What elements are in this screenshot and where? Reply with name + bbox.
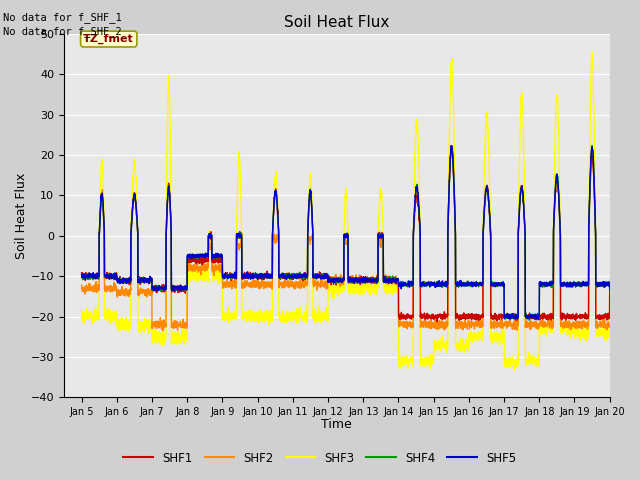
SHF2 (447, 144, 455, 149)
Line: SHF5: SHF5 (82, 146, 610, 319)
Text: No data for f_SHF_1: No data for f_SHF_1 (3, 12, 122, 23)
SHF1 (447, 143, 455, 149)
SHF2 (78, 282, 86, 288)
SHF3 (303, 313, 311, 319)
SHF2 (606, 321, 614, 327)
Line: SHF2: SHF2 (82, 146, 610, 331)
SHF2 (138, 289, 146, 295)
SHF3 (280, 314, 288, 320)
SHF4 (138, 277, 146, 283)
SHF4 (539, 281, 547, 287)
Line: SHF4: SHF4 (82, 145, 610, 320)
SHF5 (534, 316, 542, 322)
SHF5 (280, 274, 288, 279)
SHF1 (539, 313, 547, 319)
SHF3 (78, 307, 86, 313)
SHF1 (596, 312, 604, 318)
SHF5 (78, 272, 86, 278)
SHF4 (280, 273, 288, 279)
SHF3 (606, 291, 614, 297)
SHF3 (596, 333, 604, 338)
SHF3 (138, 324, 146, 330)
SHF4 (596, 280, 604, 286)
Text: No data for f_SHF_2: No data for f_SHF_2 (3, 26, 122, 37)
Legend: SHF1, SHF2, SHF3, SHF4, SHF5: SHF1, SHF2, SHF3, SHF4, SHF5 (119, 447, 521, 469)
X-axis label: Time: Time (321, 419, 352, 432)
SHF3 (170, 329, 177, 335)
SHF4 (606, 285, 614, 291)
SHF5 (303, 272, 311, 278)
SHF1 (303, 274, 311, 279)
SHF2 (280, 278, 288, 284)
SHF5 (606, 286, 614, 291)
SHF2 (539, 323, 547, 329)
Title: Soil Heat Flux: Soil Heat Flux (284, 15, 390, 30)
SHF1 (280, 273, 288, 279)
Line: SHF1: SHF1 (82, 146, 610, 322)
SHF1 (78, 270, 86, 276)
SHF2 (303, 278, 311, 284)
SHF3 (589, 50, 596, 56)
SHF5 (170, 286, 177, 292)
SHF5 (448, 143, 456, 149)
SHF4 (525, 317, 533, 323)
SHF5 (539, 281, 547, 287)
SHF2 (159, 328, 167, 334)
SHF3 (539, 327, 547, 333)
SHF4 (78, 272, 86, 277)
Line: SHF3: SHF3 (82, 53, 610, 371)
SHF5 (138, 278, 146, 284)
SHF1 (606, 286, 614, 291)
SHF1 (433, 319, 441, 324)
SHF5 (596, 282, 604, 288)
SHF2 (596, 323, 604, 328)
SHF4 (588, 143, 596, 148)
SHF3 (511, 368, 518, 373)
SHF2 (170, 321, 177, 326)
SHF4 (170, 284, 177, 290)
Y-axis label: Soil Heat Flux: Soil Heat Flux (15, 172, 28, 259)
Text: TZ_fmet: TZ_fmet (83, 34, 134, 44)
SHF1 (170, 286, 177, 291)
SHF1 (138, 278, 146, 284)
SHF4 (303, 272, 311, 278)
